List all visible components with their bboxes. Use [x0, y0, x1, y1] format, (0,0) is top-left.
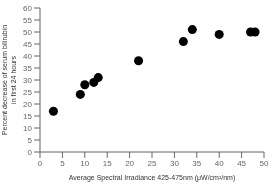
svg-text:50: 50: [260, 159, 266, 168]
svg-text:30: 30: [170, 159, 179, 168]
svg-text:15: 15: [23, 112, 32, 121]
svg-text:25: 25: [148, 159, 157, 168]
svg-text:10: 10: [80, 159, 89, 168]
svg-text:45: 45: [237, 159, 246, 168]
svg-text:5: 5: [28, 136, 33, 145]
svg-text:30: 30: [23, 76, 32, 85]
svg-text:0: 0: [38, 159, 43, 168]
svg-text:20: 20: [125, 159, 134, 168]
svg-text:55: 55: [23, 16, 32, 25]
svg-text:20: 20: [23, 100, 32, 109]
svg-text:60: 60: [23, 4, 32, 13]
svg-text:40: 40: [215, 159, 224, 168]
svg-text:Average Spectral Irradiance 42: Average Spectral Irradiance 425-475nm (μ…: [69, 174, 236, 182]
svg-text:35: 35: [23, 64, 32, 73]
svg-text:35: 35: [192, 159, 201, 168]
svg-text:5: 5: [60, 159, 65, 168]
svg-text:50: 50: [23, 28, 32, 37]
svg-text:25: 25: [23, 88, 32, 97]
svg-text:0: 0: [28, 148, 33, 157]
svg-text:45: 45: [23, 40, 32, 49]
svg-text:10: 10: [23, 124, 32, 133]
svg-text:40: 40: [23, 52, 32, 61]
svg-text:15: 15: [103, 159, 112, 168]
svg-text:Percent decrease of serum bili: Percent decrease of serum bilirubinin fi…: [8, 25, 16, 135]
